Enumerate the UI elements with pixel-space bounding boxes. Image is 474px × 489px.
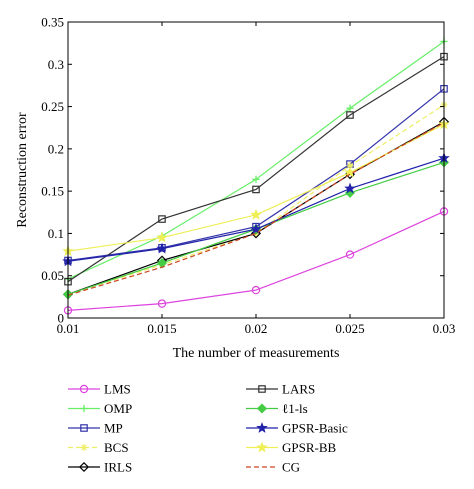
data-point: [345, 250, 355, 259]
series-line: [67, 121, 445, 295]
y-tick-label: 0.35: [41, 15, 64, 30]
legend-item: BCS: [68, 440, 129, 455]
y-tick-label: 0.15: [41, 184, 64, 199]
axis-ticks: 0.01 0.015 0.02 0.025 0.03 0 0.05 0.1 0.15 0.2 0.2…: [41, 15, 455, 337]
data-point: [250, 208, 262, 220]
x-tick-label: 0.01: [57, 321, 80, 336]
legend-label: GPSR-BB: [282, 440, 337, 455]
legend-marker: [80, 424, 88, 432]
series-9: [67, 122, 445, 296]
legend-label: LMS: [104, 382, 131, 397]
legend-item: IRLS: [68, 460, 132, 475]
series-line: [67, 104, 445, 295]
legend-marker: [78, 461, 90, 473]
y-tick-label: 0.1: [48, 226, 64, 241]
series-3: [64, 101, 448, 298]
data-point: [346, 104, 354, 112]
y-tick-label: 0.25: [41, 99, 64, 114]
legend-marker: [79, 384, 89, 394]
data-point: [344, 182, 356, 194]
series-line: [67, 210, 445, 311]
legend-item: OMP: [68, 401, 132, 416]
y-tick-label: 0.05: [41, 268, 64, 283]
legend-label: ℓ1-ls: [282, 401, 308, 416]
legend-label: MP: [104, 421, 123, 436]
data-point: [252, 175, 260, 183]
legend-label: IRLS: [104, 460, 132, 475]
data-point: [156, 231, 168, 243]
legend-marker: [256, 421, 268, 433]
x-tick-label: 0.02: [245, 321, 268, 336]
legend-marker: [258, 385, 266, 393]
legend-marker: [256, 441, 268, 453]
series-layer: [62, 37, 450, 315]
legend-marker: [256, 403, 268, 414]
data-point: [158, 215, 166, 223]
y-tick-label: 0: [58, 311, 65, 326]
data-point: [250, 223, 262, 235]
legend-label: BCS: [104, 440, 129, 455]
legend-marker: [80, 443, 88, 452]
legend-marker: [80, 404, 88, 413]
series-4: [62, 116, 450, 300]
legend-item: MP: [68, 421, 123, 436]
series-line: [67, 122, 445, 296]
legend-item: LMS: [68, 382, 131, 397]
legend: LMS OMP MP BCS IRLS LARS ℓ1-ls GPSR-Basic GPSR-B…: [68, 382, 348, 475]
series-line: [67, 56, 445, 283]
legend-item: ℓ1-ls: [246, 401, 308, 416]
data-point: [346, 162, 354, 170]
legend-item: LARS: [246, 382, 315, 397]
data-point: [346, 111, 354, 119]
data-point: [252, 185, 260, 194]
data-point: [251, 285, 261, 295]
y-tick-label: 0.3: [48, 57, 64, 72]
legend-label: OMP: [104, 401, 132, 416]
x-tick-label: 0.03: [433, 321, 456, 336]
x-axis-label: The number of measurements: [173, 346, 340, 361]
data-point: [156, 242, 168, 254]
y-axis-label: Reconstruction error: [15, 112, 30, 228]
x-tick-label: 0.015: [147, 321, 176, 336]
x-tick-label: 0.025: [335, 321, 364, 336]
y-tick-label: 0.2: [48, 141, 64, 156]
legend-label: CG: [282, 460, 300, 475]
legend-label: LARS: [282, 382, 315, 397]
legend-item: CG: [246, 460, 300, 475]
data-point: [157, 299, 167, 308]
series-5: [64, 52, 448, 286]
legend-item: GPSR-BB: [246, 440, 337, 455]
legend-label: GPSR-Basic: [282, 421, 348, 436]
legend-item: GPSR-Basic: [246, 421, 348, 436]
